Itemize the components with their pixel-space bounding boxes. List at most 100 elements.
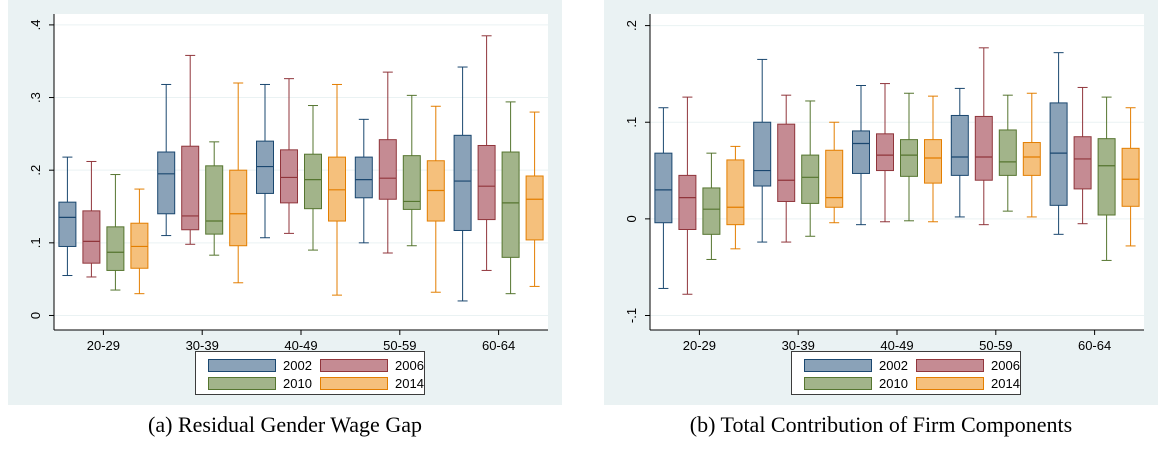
y-tick-label: 0: [624, 215, 639, 222]
box-body: [525, 175, 544, 241]
legend-label-2010: 2010: [283, 376, 312, 391]
y-tick-label: .3: [28, 92, 43, 103]
chart-b-canvas: -.1 0 .1 .2 20-29 30-39 40-49 50-59 60-64: [604, 0, 1158, 405]
legend-swatch-2010: [804, 377, 872, 390]
x-tick-label: 60-64: [1078, 338, 1111, 353]
box-body: [205, 165, 224, 235]
legend-swatch-2006: [916, 359, 984, 372]
box-2014-20-29: [726, 145, 745, 250]
box-2014-40-49: [328, 83, 346, 296]
x-tick-label: 50-59: [979, 338, 1012, 353]
box-2010-40-49: [304, 105, 322, 251]
box-body: [1049, 102, 1068, 206]
box-body: [950, 114, 969, 176]
box-body: [181, 145, 200, 231]
legend-swatch-2014: [916, 377, 984, 390]
legend-swatch-2002: [208, 359, 276, 372]
box-body: [328, 156, 346, 222]
box-2002-40-49: [256, 83, 274, 239]
chart-b-title: (b) Total Contribution of Firm Component…: [689, 412, 1073, 437]
chart-panel-b: -.1 0 .1 .2 20-29 30-39 40-49 50-59 60-64 2002 2…: [604, 0, 1158, 463]
box-2006-20-29: [678, 96, 697, 295]
legend-swatch-2002: [804, 359, 872, 372]
y-tick-label: -.1: [624, 308, 639, 323]
legend-label-2002: 2002: [283, 358, 312, 373]
box-2010-20-29: [702, 152, 721, 260]
box-body: [378, 139, 397, 200]
plot-area: [650, 14, 1144, 330]
box-body: [229, 169, 248, 247]
box-2010-20-29: [106, 174, 125, 291]
box-2002-20-29: [58, 156, 77, 277]
box-2002-40-49: [852, 85, 870, 226]
box-2010-50-59: [998, 94, 1017, 212]
legend-swatch-2010: [208, 377, 276, 390]
box-body: [1121, 147, 1140, 207]
box-body: [1022, 142, 1041, 176]
y-tick-label: .4: [28, 19, 43, 30]
box-2006-40-49: [280, 78, 298, 234]
y-tick-label: 0: [28, 312, 43, 319]
box-body: [974, 115, 993, 181]
legend-label-2002: 2002: [879, 358, 908, 373]
box-body: [157, 151, 176, 215]
legend-swatch-2006: [320, 359, 388, 372]
box-2002-30-39: [753, 58, 772, 243]
box-2006-20-29: [82, 160, 101, 278]
x-tick-label: 30-39: [186, 338, 219, 353]
box-body: [82, 210, 101, 264]
y-tick-label: .1: [28, 237, 43, 248]
x-tick-label: 50-59: [383, 338, 416, 353]
box-2002-60-64: [453, 66, 472, 302]
box-2006-50-59: [378, 71, 397, 254]
plot-area: [54, 14, 548, 330]
box-2006-60-64: [477, 35, 496, 271]
box-2014-60-64: [1121, 107, 1140, 247]
box-body: [402, 155, 421, 210]
x-tick-label: 60-64: [482, 338, 515, 353]
box-body: [777, 123, 796, 202]
y-tick-label: .1: [624, 117, 639, 128]
box-2014-20-29: [130, 188, 149, 295]
box-body: [702, 187, 721, 235]
box-body: [106, 226, 125, 271]
box-body: [825, 149, 844, 208]
box-2002-20-29: [654, 107, 673, 289]
box-2014-60-64: [525, 111, 544, 287]
x-tick-label: 20-29: [87, 338, 120, 353]
legend-b: 2002 2006 2010 2014: [791, 351, 1021, 395]
box-2010-30-39: [205, 141, 224, 256]
box-body: [1073, 136, 1092, 190]
chart-a-canvas: 0 .1 .2 .3 .4 20-29 30-39 40-49 50-59 60-64: [8, 0, 562, 405]
box-body: [304, 153, 322, 210]
y-tick-label: .2: [624, 20, 639, 31]
legend-label-2010: 2010: [879, 376, 908, 391]
box-body: [801, 154, 820, 204]
box-body: [354, 156, 373, 199]
chart-a-title: (a) Residual Gender Wage Gap: [148, 412, 422, 437]
box-body: [726, 159, 745, 226]
box-2014-50-59: [1022, 92, 1041, 218]
legend-label-2014: 2014: [395, 376, 424, 391]
box-body: [280, 149, 298, 204]
box-2014-30-39: [229, 82, 248, 284]
legend-label-2006: 2006: [395, 358, 424, 373]
box-2002-30-39: [157, 83, 176, 237]
box-2006-30-39: [777, 94, 796, 243]
box-body: [998, 129, 1017, 176]
legend-label-2006: 2006: [991, 358, 1020, 373]
x-tick-label: 20-29: [683, 338, 716, 353]
box-2010-60-64: [501, 101, 520, 295]
box-2002-50-59: [354, 118, 373, 244]
box-body: [1097, 138, 1116, 216]
x-tick-label: 40-49: [284, 338, 317, 353]
x-tick-label: 30-39: [782, 338, 815, 353]
box-2006-60-64: [1073, 86, 1092, 225]
box-2006-40-49: [876, 83, 894, 223]
box-body: [876, 133, 894, 172]
box-2014-40-49: [924, 95, 942, 223]
box-body: [753, 121, 772, 187]
box-2006-50-59: [974, 47, 993, 226]
box-body: [501, 151, 520, 258]
box-2010-40-49: [900, 92, 918, 222]
